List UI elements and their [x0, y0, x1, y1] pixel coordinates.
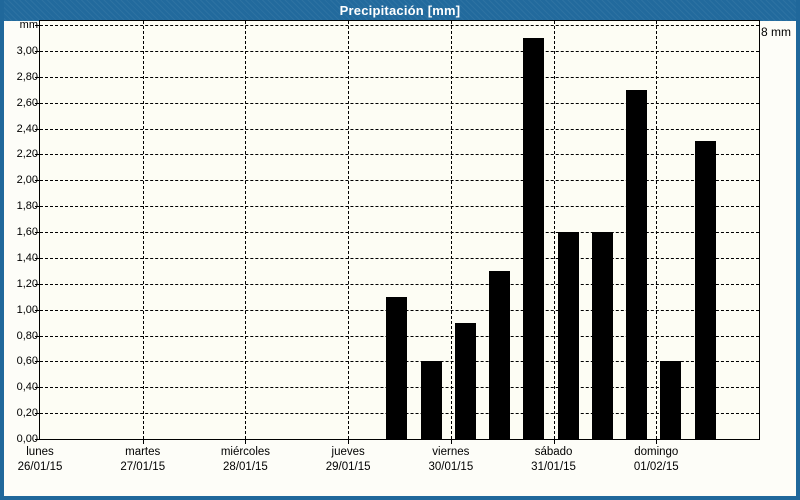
x-axis-day-date: 31/01/15 — [531, 461, 576, 473]
y-gridline — [40, 206, 759, 208]
x-axis-day-name: sábado — [534, 446, 573, 458]
y-tick-mark — [35, 361, 39, 363]
y-axis-unit-label: mm — [19, 19, 38, 31]
y-gridline — [40, 257, 759, 259]
y-tick-mark — [35, 154, 39, 156]
y-gridline — [40, 102, 759, 104]
x-tick-mark — [656, 440, 658, 444]
x-axis-day-name: miércoles — [220, 446, 271, 458]
y-axis-label: 1,20 — [16, 277, 38, 290]
plot-area — [39, 20, 760, 440]
y-axis-label: 1,60 — [16, 226, 38, 238]
precipitation-bar — [386, 296, 408, 439]
y-gridline — [40, 180, 759, 182]
precipitation-bar — [557, 232, 579, 439]
plot-grid-and-bars — [40, 21, 759, 439]
x-axis-day-date: 26/01/15 — [17, 461, 63, 473]
y-gridline — [40, 232, 759, 233]
x-axis-day-date: 28/01/15 — [223, 461, 268, 473]
y-tick-mark — [35, 413, 39, 415]
x-gridline — [142, 21, 144, 439]
y-axis-label: 1,40 — [16, 251, 38, 264]
y-tick-mark — [35, 309, 39, 311]
precipitation-bar — [626, 89, 648, 439]
y-axis-label: 2,00 — [16, 174, 38, 187]
x-tick-mark — [450, 440, 452, 444]
x-gridline — [348, 21, 350, 439]
x-tick-mark — [142, 440, 144, 444]
x-axis-day-name: jueves — [331, 446, 365, 458]
y-gridline — [40, 154, 759, 156]
x-axis-day-date: 01/02/15 — [633, 461, 679, 473]
y-gridline — [40, 50, 759, 52]
y-axis-label: 1,80 — [16, 200, 38, 213]
y-axis-label: 0,00 — [16, 433, 38, 445]
x-axis-day-date: 30/01/15 — [428, 461, 474, 473]
x-axis-day-date: 29/01/15 — [325, 461, 371, 473]
y-axis-label: 2,80 — [16, 70, 38, 83]
y-gridline — [40, 128, 759, 130]
y-tick-mark — [35, 257, 39, 259]
y-axis-label: 1,00 — [16, 303, 38, 316]
x-gridline — [553, 21, 555, 439]
y-tick-mark — [35, 102, 39, 104]
y-tick-mark — [35, 76, 39, 78]
y-axis-label: 2,60 — [16, 96, 38, 109]
y-axis-label: 2,20 — [16, 148, 38, 161]
y-tick-mark — [35, 283, 39, 285]
precipitation-bar — [591, 232, 613, 439]
chart-title: Precipitación [mm] — [339, 3, 461, 18]
y-gridline — [40, 283, 759, 285]
precipitation-bar — [523, 37, 545, 439]
y-tick-mark — [35, 387, 39, 389]
y-tick-mark — [35, 232, 39, 233]
y-axis-label: 3,00 — [16, 44, 38, 57]
y-axis-label: 0,80 — [16, 329, 38, 342]
y-tick-mark — [35, 206, 39, 208]
y-axis-label: 2,40 — [16, 122, 38, 135]
y-gridline — [40, 76, 759, 78]
y-tick-mark — [35, 128, 39, 130]
window-titlebar: Precipitación [mm] — [4, 0, 796, 21]
precipitation-bar — [420, 361, 442, 439]
precipitation-bar — [660, 361, 682, 439]
y-tick-mark — [35, 439, 39, 440]
x-axis-day-name: domingo — [634, 446, 679, 458]
x-axis-day-name: lunes — [26, 446, 54, 458]
x-axis-day-date: 27/01/15 — [120, 461, 166, 473]
x-gridline — [656, 21, 658, 439]
x-tick-mark — [553, 440, 555, 444]
x-tick-mark — [245, 440, 247, 444]
y-axis-label: 0,60 — [16, 355, 38, 368]
x-axis-day-name: martes — [125, 446, 161, 458]
y-tick-mark — [35, 50, 39, 52]
precipitation-bar — [489, 270, 511, 439]
y-axis-label: 0,40 — [16, 381, 38, 394]
x-gridline — [245, 21, 247, 439]
x-tick-mark — [348, 440, 350, 444]
y-tick-mark — [35, 180, 39, 182]
y-axis-label: 0,20 — [16, 407, 38, 420]
precipitation-bar — [694, 141, 716, 439]
x-gridline — [450, 21, 452, 439]
y-tick-mark — [35, 335, 39, 337]
y-gridline — [40, 25, 759, 26]
precipitation-bar — [454, 322, 476, 439]
x-axis-day-name: viernes — [432, 446, 470, 458]
y-tick-mark — [35, 25, 39, 26]
